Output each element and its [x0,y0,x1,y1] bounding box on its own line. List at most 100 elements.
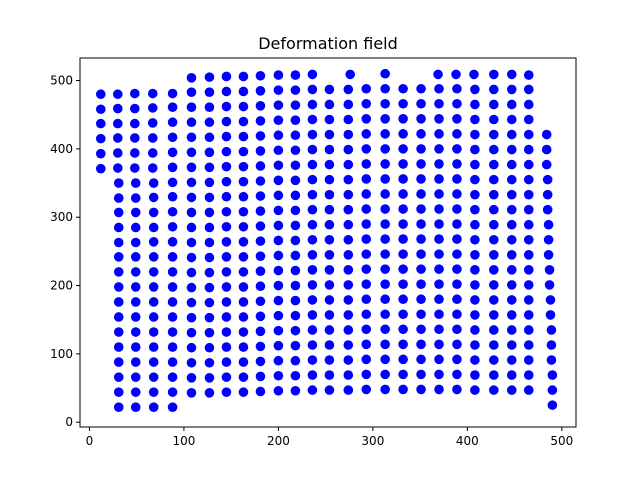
data-point [361,204,372,214]
data-point [398,369,408,380]
data-point [380,219,390,229]
data-point [506,340,517,350]
data-point [221,116,232,127]
data-point [290,205,301,216]
data-point [113,267,124,277]
data-point [398,339,408,350]
data-point [343,129,354,140]
data-point [380,339,390,350]
data-point [307,234,318,245]
data-point [398,204,408,214]
data-point [186,87,197,97]
data-point [343,385,354,395]
data-point [148,252,159,262]
data-point [523,219,534,230]
data-point [113,342,124,352]
data-point [186,357,197,368]
data-point [167,252,178,262]
data-point [186,267,197,278]
data-point [186,102,197,112]
data-point [186,327,197,338]
data-point [343,159,354,170]
data-point [238,161,249,172]
data-point [547,385,558,395]
data-point [523,280,534,290]
data-point [380,384,390,395]
data-point [470,295,480,305]
data-point [290,175,301,186]
data-point [130,327,141,337]
data-point [167,357,178,367]
data-point [361,234,372,244]
data-point [489,280,499,290]
data-point [434,264,444,274]
data-point [523,114,534,125]
data-point [113,312,124,322]
data-point [273,145,284,156]
data-point [255,191,266,201]
data-point [204,267,215,278]
data-point [112,163,123,173]
data-point [470,114,480,125]
data-point [221,267,232,277]
data-point [204,282,215,293]
data-point [380,68,390,79]
data-point [470,234,480,245]
data-point [545,295,556,305]
data-point [452,309,462,320]
data-point [290,145,301,156]
data-point [523,159,534,170]
data-point [523,70,534,80]
data-point [470,174,480,185]
data-point [361,354,372,365]
data-point [489,144,499,155]
data-point [255,116,266,126]
data-point [324,144,335,155]
data-point [434,98,444,109]
data-point [204,102,215,112]
data-point [273,235,284,246]
data-point [324,159,335,170]
data-point [167,267,178,277]
data-point [506,234,517,245]
data-point [343,280,354,290]
data-point [307,385,318,395]
data-point [238,101,249,112]
data-point [307,219,318,230]
data-point [204,207,215,218]
data-point [186,192,197,203]
data-point [290,340,301,351]
data-point [523,310,534,320]
data-point [307,370,318,380]
data-point [380,83,390,94]
data-point [416,114,426,124]
data-point [324,219,335,230]
data-point [148,342,159,352]
data-point [290,100,301,110]
data-point [273,220,284,231]
data-point [416,219,426,229]
data-point [324,189,335,200]
data-point [221,342,232,352]
data-point [506,265,517,275]
data-point [130,282,141,292]
data-point [398,114,408,124]
data-point [273,355,284,366]
data-point [204,373,215,383]
data-point [416,204,426,214]
data-point [324,295,335,305]
data-point [489,219,499,230]
data-point [113,282,124,292]
data-point [398,309,408,320]
data-point [273,370,284,381]
data-point [324,129,335,140]
data-point [470,144,480,155]
data-point [273,190,284,201]
data-point [204,388,215,398]
x-tick-label: 100 [172,434,195,448]
data-point [489,325,499,335]
data-point [148,282,159,292]
data-point [307,310,318,320]
data-point [167,387,178,397]
